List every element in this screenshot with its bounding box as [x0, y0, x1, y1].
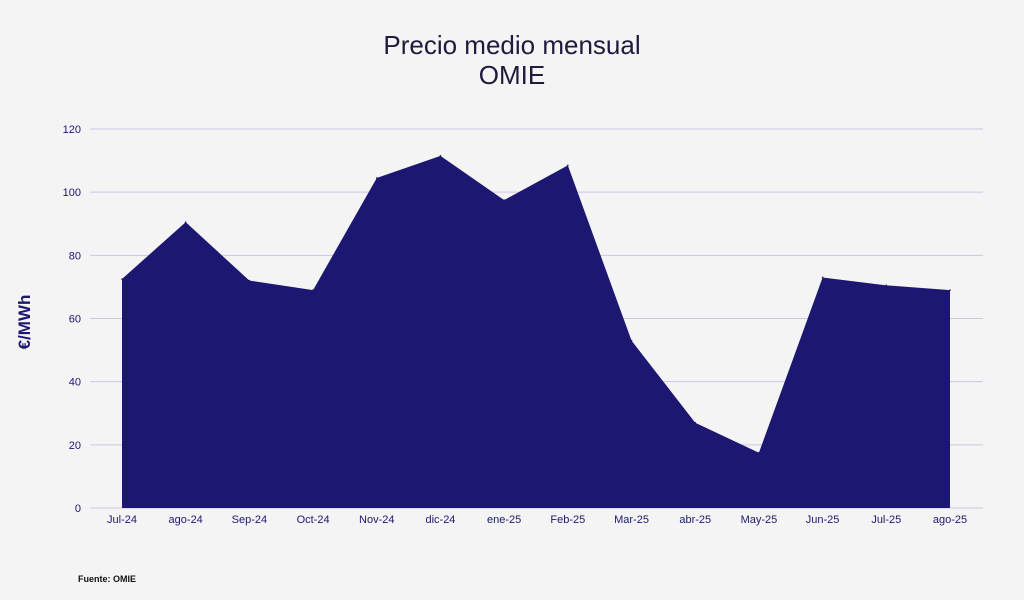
- data-point: [121, 278, 123, 280]
- data-point: [184, 221, 187, 223]
- data-point: [821, 276, 824, 279]
- data-point: [312, 289, 314, 291]
- data-point: [567, 164, 569, 167]
- x-tick-label: dic-24: [425, 514, 455, 526]
- x-tick-label: Jul-24: [107, 514, 137, 526]
- y-tick-label: 80: [69, 250, 81, 262]
- x-axis-ticks: Jul-24 ago-24 Sep-24 Oct-24 Nov-24 dic-24 ene-…: [107, 514, 967, 526]
- y-tick-label: 40: [69, 377, 81, 389]
- y-tick-label: 100: [63, 187, 81, 199]
- data-point: [439, 155, 442, 157]
- x-tick-label: ene-25: [487, 514, 521, 526]
- data-point: [758, 451, 760, 454]
- data-point: [248, 279, 251, 282]
- data-point: [885, 284, 888, 287]
- y-tick-label: 20: [69, 440, 81, 452]
- data-point: [949, 289, 951, 291]
- area-series: [122, 155, 950, 509]
- source-note: Fuente: OMIE: [78, 574, 136, 584]
- x-tick-label: Jul-25: [871, 514, 901, 526]
- chart-subtitle: OMIE: [478, 60, 546, 90]
- y-tick-label: 60: [69, 314, 81, 326]
- x-tick-label: Nov-24: [359, 514, 394, 526]
- x-tick-label: Sep-24: [232, 514, 267, 526]
- x-tick-label: ago-24: [169, 514, 203, 526]
- data-point: [694, 421, 697, 424]
- chart-title-main: Precio medio mensual: [383, 30, 641, 60]
- series-area: [121, 155, 951, 509]
- x-tick-label: Mar-25: [614, 514, 649, 526]
- y-axis-ticks: 0 20 40 60 80 100 120: [63, 124, 81, 515]
- data-point: [375, 177, 378, 179]
- y-tick-label: 120: [63, 124, 81, 136]
- x-tick-label: Oct-24: [297, 514, 330, 526]
- data-point: [503, 199, 505, 201]
- x-tick-label: May-25: [741, 514, 778, 526]
- x-tick-label: ago-25: [933, 514, 967, 526]
- x-tick-label: abr-25: [679, 514, 711, 526]
- x-tick-label: Jun-25: [806, 514, 840, 526]
- data-point: [630, 339, 633, 342]
- y-axis-label: €/MWh: [15, 295, 34, 350]
- chart-title: Precio medio mensual OMIE: [0, 30, 1024, 90]
- y-tick-label: 0: [75, 503, 81, 515]
- x-tick-label: Feb-25: [550, 514, 585, 526]
